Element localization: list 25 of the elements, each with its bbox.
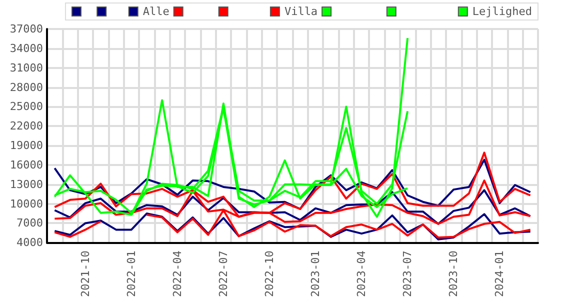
x-tick-label: 2024-01 — [493, 250, 506, 297]
x-tick-label: 2023-04 — [355, 250, 368, 297]
y-tick-label: 19000 — [10, 139, 43, 152]
legend-label: Alle — [142, 5, 170, 18]
y-tick-label: 37000 — [10, 22, 43, 36]
y-tick-label: 34000 — [10, 42, 43, 55]
y-tick-label: 4000 — [16, 236, 43, 250]
x-tick-label: 2023-07 — [401, 250, 414, 297]
x-tick-label: 2022-10 — [262, 250, 276, 297]
y-tick-label: 16000 — [10, 158, 43, 172]
x-tick-label: 2023-10 — [447, 250, 460, 297]
y-tick-label: 13000 — [10, 178, 43, 191]
x-tick-label: 2022-07 — [216, 250, 230, 297]
x-tick-label: 2022-04 — [170, 250, 184, 297]
y-tick-label: 22000 — [10, 120, 43, 133]
y-tick-label: 7000 — [16, 216, 43, 230]
x-tick-label: 2022-01 — [124, 250, 138, 297]
legend-label: Villa — [284, 5, 318, 18]
x-tick-label: 2023-01 — [309, 250, 322, 297]
x-tick-label: 2021-10 — [78, 250, 92, 297]
legend-label: Lejlighed — [472, 5, 532, 18]
y-tick-label: 31000 — [10, 61, 43, 74]
y-tick-label: 25000 — [10, 100, 43, 114]
y-tick-label: 10000 — [10, 197, 43, 210]
y-tick-label: 28000 — [10, 80, 43, 94]
